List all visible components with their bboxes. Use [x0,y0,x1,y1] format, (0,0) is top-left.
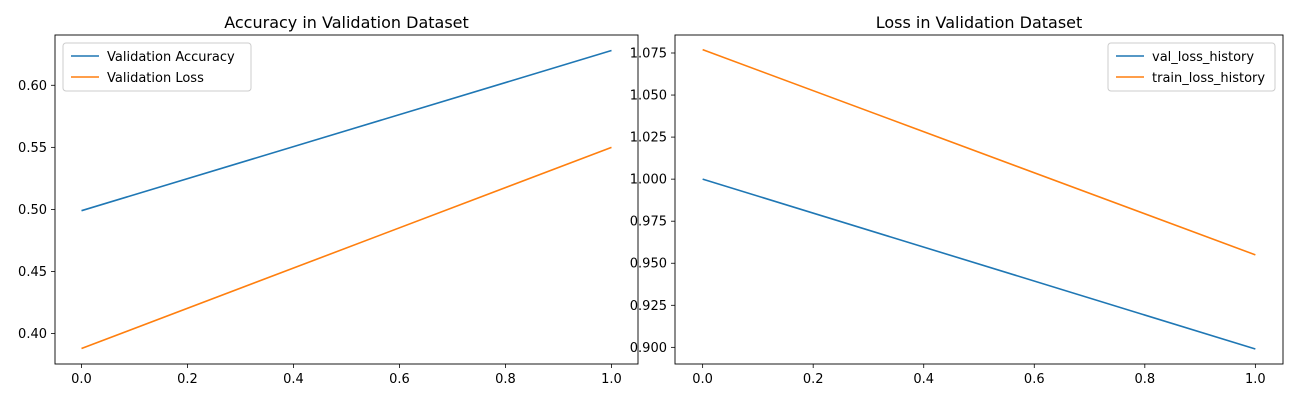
x-tick-label: 0.4 [283,372,304,387]
x-tick-label: 0.8 [1134,372,1155,387]
y-tick-label: 1.050 [630,89,667,104]
y-tick-label: 0.45 [18,265,47,280]
series-line-1 [702,48,1256,256]
x-tick-label: 0.4 [913,372,934,387]
y-tick-label: 0.40 [18,327,47,342]
legend-box [62,42,252,92]
axes-frame [674,34,1284,365]
y-tick-label: 0.50 [18,203,47,218]
x-tick-label: 0.2 [803,372,824,387]
legend-label: Validation Loss [107,71,204,86]
y-tick-label: 0.60 [18,79,47,94]
loss-chart: Loss in Validation Dataset 0.0 0.2 0.4 0.6 0… [630,13,1284,387]
x-tick-label: 0.8 [495,372,516,387]
legend-label: val_loss_history [1152,50,1254,65]
x-tick-label: 1.0 [1245,372,1266,387]
axes-frame [54,34,639,365]
accuracy-chart: Accuracy in Validation Dataset 0.0 0.2 0.4… [18,13,639,387]
legend-box [1107,42,1276,92]
series-line-0 [702,178,1256,350]
legend-label: Validation Accuracy [107,50,235,65]
series-line-0 [81,49,612,212]
legend-label: train_loss_history [1152,71,1265,86]
legend: val_loss_history train_loss_history [1107,42,1276,92]
x-tick-label: 0.6 [389,372,410,387]
series-line-1 [81,146,612,350]
x-tick-label: 0.0 [71,372,92,387]
y-tick-label: 1.075 [630,46,667,61]
y-tick-label: 0.900 [630,341,667,356]
x-tick-label: 0.0 [692,372,713,387]
y-tick-label: 0.925 [630,299,667,314]
x-tick-label: 0.6 [1024,372,1045,387]
x-tick-label: 1.0 [601,372,622,387]
y-tick-label: 0.950 [630,257,667,272]
y-tick-label: 1.000 [630,173,667,188]
y-tick-label: 0.975 [630,215,667,230]
x-tick-label: 0.2 [177,372,198,387]
y-tick-label: 1.025 [630,131,667,146]
chart-title: Loss in Validation Dataset [876,13,1083,32]
y-tick-label: 0.55 [18,141,47,156]
legend: Validation Accuracy Validation Loss [62,42,252,92]
chart-title: Accuracy in Validation Dataset [224,13,469,32]
